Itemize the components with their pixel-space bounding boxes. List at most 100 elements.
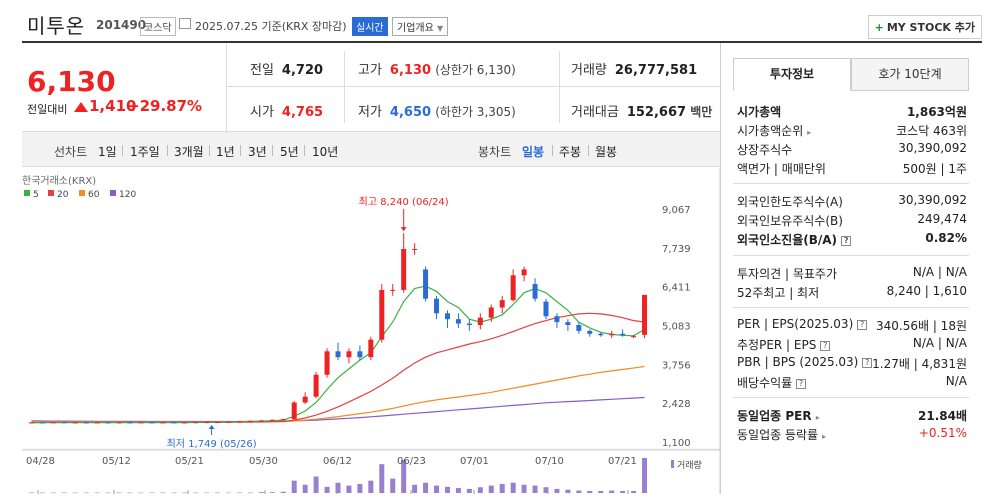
candle-body — [455, 319, 461, 324]
candle-body — [302, 396, 308, 403]
my-stock-add-button[interactable]: + MY STOCK 추가 — [867, 15, 982, 39]
candle-body — [72, 422, 78, 424]
calendar-icon[interactable] — [179, 18, 191, 29]
y-tick-label: 3,756 — [662, 360, 691, 371]
period-1d[interactable]: 1일 — [98, 145, 117, 159]
candle-body — [554, 316, 560, 323]
tab-orderbook[interactable]: 호가 10단계 — [851, 58, 969, 91]
volume-bar — [434, 485, 440, 493]
candle-body — [401, 248, 407, 290]
row-shares: 상장주식수 30,390,092 — [737, 141, 967, 157]
row-dividend: 배당수익률 ? N/A — [737, 374, 967, 390]
volume-bar — [335, 482, 341, 493]
candle-body — [127, 422, 133, 424]
legend-swatch — [24, 190, 30, 196]
volume-bar — [565, 489, 571, 493]
row-market-cap: 시가총액 1,863억원 — [737, 105, 967, 119]
market-badge: 코스닥 — [140, 17, 176, 36]
candle-body — [182, 422, 188, 424]
stock-chart[interactable]: 한국거래소(KRX) 5 20 60 120 9,067 7,739 6,411 5,083… — [22, 168, 721, 494]
company-info-dropdown[interactable]: 기업개요 ▼ — [392, 17, 449, 36]
candle-body — [94, 422, 100, 424]
stat-low: 저가 4,650 (하한가 3,305) — [358, 105, 516, 120]
volume-bar — [642, 458, 648, 493]
candle-body — [631, 336, 637, 338]
candle-monthly[interactable]: 월봉 — [595, 145, 618, 159]
realtime-button[interactable]: 실시간 — [352, 17, 388, 36]
period-10y[interactable]: 10년 — [312, 145, 339, 159]
period-3m[interactable]: 3개월 — [174, 145, 204, 159]
legend-label: 120 — [119, 190, 136, 200]
line-chart-label[interactable]: 선차트 — [54, 145, 88, 159]
x-label: 07/21 — [608, 456, 637, 467]
ma120-line — [31, 396, 645, 423]
help-icon[interactable]: ? — [857, 319, 868, 330]
row-pbr: PBR | BPS (2025.03) ? 1.27배 | 4,831원 — [737, 355, 967, 371]
low-annotation: 최저 1,749 (05/26) — [167, 438, 257, 450]
period-1w[interactable]: 1주일 — [130, 145, 160, 159]
volume-legend-swatch — [671, 460, 674, 468]
plus-icon: + — [874, 21, 884, 34]
candle-daily[interactable]: 일봉 — [522, 145, 545, 159]
row-per: PER | EPS(2025.03) ? 340.56배 | 18원 — [737, 317, 967, 333]
stat-high: 고가 6,130 (상한가 6,130) — [358, 63, 516, 78]
volume-bar — [521, 484, 527, 493]
volume-bar — [258, 492, 264, 493]
help-icon[interactable]: ? — [841, 235, 852, 246]
candle-body — [543, 301, 549, 317]
help-icon[interactable]: ? — [796, 378, 807, 389]
period-1y[interactable]: 1년 — [216, 145, 235, 159]
candle-body — [193, 422, 199, 424]
candle-body — [620, 333, 626, 336]
candle-body — [236, 421, 242, 423]
volume-bar — [390, 478, 396, 493]
candle-weekly[interactable]: 주봉 — [559, 145, 582, 159]
tab-investment-info[interactable]: 투자정보 — [733, 58, 851, 91]
volume-label: 거래량 — [677, 459, 702, 471]
candle-chart-label[interactable]: 봉차트 — [478, 145, 512, 159]
volume-bar — [94, 492, 100, 494]
volume-bar — [127, 492, 133, 494]
candle-body — [324, 351, 330, 375]
candle-body — [598, 333, 604, 336]
volume-bar — [171, 492, 177, 494]
high-arrowhead — [400, 227, 407, 232]
volume-bar — [204, 492, 210, 494]
row-industry-rate[interactable]: 동일업종 등락률 ▸ +0.51% — [737, 426, 967, 442]
ma5-line — [31, 285, 645, 424]
ma20-line — [31, 312, 645, 424]
volume-bar — [357, 483, 363, 493]
volume-bar — [466, 488, 472, 493]
legend-label: 20 — [57, 190, 69, 200]
row-market-cap-rank[interactable]: 시가총액순위 ▸ 코스닥 463위 — [737, 124, 967, 138]
volume-bar — [83, 492, 89, 494]
y-tick-label: 6,411 — [662, 283, 691, 294]
volume-bar — [50, 492, 56, 494]
period-3y[interactable]: 3년 — [248, 145, 267, 159]
volume-bar — [215, 492, 221, 494]
candle-body — [138, 422, 144, 424]
row-industry-per[interactable]: 동일업종 PER ▸ 21.84배 — [737, 409, 967, 423]
volume-bar — [247, 492, 253, 494]
candle-body — [335, 351, 341, 358]
high-annotation: 최고 8,240 (06/24) — [359, 196, 449, 208]
candle-body — [346, 351, 352, 358]
candle-body — [609, 333, 615, 336]
y-tick-label: 9,067 — [662, 205, 691, 216]
x-label: 05/30 — [249, 456, 278, 467]
volume-bar — [401, 460, 407, 493]
y-tick-label: 7,739 — [662, 244, 691, 255]
legend-label: 60 — [88, 190, 100, 200]
candle-body — [50, 422, 56, 424]
candle-body — [510, 275, 516, 301]
candle-body — [204, 422, 210, 424]
help-icon[interactable]: ? — [820, 340, 831, 351]
x-label: 07/10 — [535, 456, 564, 467]
chevron-down-icon: ▼ — [437, 24, 444, 33]
ma60-line — [31, 365, 645, 423]
help-icon[interactable]: ? — [862, 357, 873, 368]
period-5y[interactable]: 5년 — [280, 145, 299, 159]
caret-right-icon: ▸ — [807, 128, 812, 137]
candle-body — [368, 339, 374, 358]
candle-body — [215, 421, 221, 423]
